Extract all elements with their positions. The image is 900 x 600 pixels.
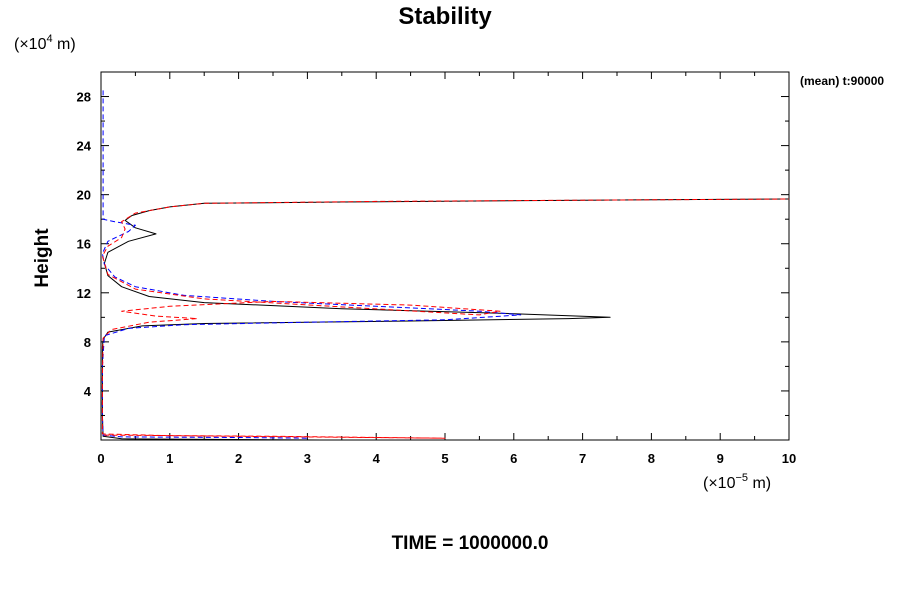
y-tick-label: 24 — [77, 139, 92, 154]
y-tick-label: 28 — [77, 90, 91, 105]
y-tick-label: 4 — [84, 384, 92, 399]
x-tick-label: 9 — [717, 451, 724, 466]
x-tick-label: 3 — [304, 451, 311, 466]
y-tick-label: 20 — [77, 188, 91, 203]
x-tick-label: 4 — [373, 451, 381, 466]
x-tick-label: 0 — [97, 451, 104, 466]
mean-time-annotation: (mean) t:90000 — [800, 74, 884, 88]
y-tick-label: 8 — [84, 335, 91, 350]
series-line-1 — [101, 198, 790, 441]
x-unit-label: (×10−5 m) — [703, 472, 771, 492]
y-tick-label: 12 — [77, 286, 91, 301]
series-line-3 — [101, 198, 790, 439]
series-line-2 — [101, 90, 522, 439]
time-footer: TIME = 1000000.0 — [392, 533, 549, 554]
x-tick-label: 8 — [648, 451, 655, 466]
x-tick-label: 7 — [579, 451, 586, 466]
y-unit-label: (×104 m) — [14, 33, 76, 53]
x-tick-label: 2 — [235, 451, 242, 466]
y-tick-label: 16 — [77, 237, 91, 252]
x-tick-label: 10 — [782, 451, 796, 466]
chart-title: Stability — [398, 3, 492, 30]
x-tick-label: 1 — [166, 451, 173, 466]
y-axis-label: Height — [32, 228, 53, 288]
plot-frame — [100, 71, 790, 441]
series-layer — [101, 90, 790, 441]
x-tick-label: 5 — [441, 451, 448, 466]
x-tick-label: 6 — [510, 451, 517, 466]
